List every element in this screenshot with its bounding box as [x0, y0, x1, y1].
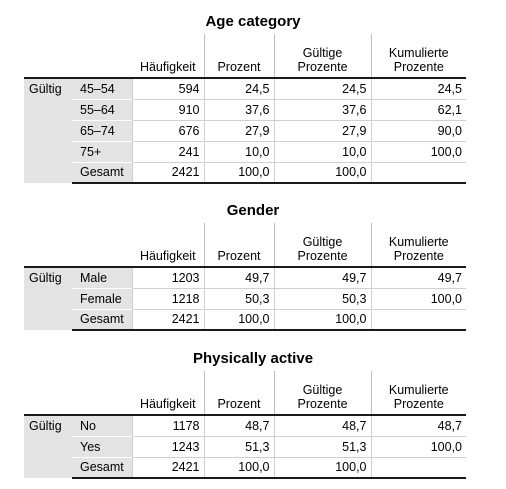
cell-frequency: 241 [131, 140, 204, 162]
cell-cumulative-percent: 100,0 [370, 287, 466, 309]
table-row: Gültig No 1178 48,7 48,7 48,7 [24, 414, 466, 478]
table-row: Yes 1243 51,3 51,3 100,0 [24, 435, 466, 457]
cell-cumulative-percent: 100,0 [370, 435, 466, 457]
table-row: Female 1218 50,3 50,3 100,0 [24, 287, 466, 309]
cell-cumulative-percent: 24,5 [370, 77, 466, 99]
cell-valid-percent: 100,0 [273, 456, 371, 479]
cell-percent: 51,3 [203, 435, 274, 457]
header-valid-percent: Gültige Prozente [273, 371, 371, 415]
cell-frequency: 2421 [131, 161, 204, 184]
row-label: Male [72, 266, 132, 288]
cell-valid-percent: 100,0 [273, 308, 371, 331]
table-row: 55–64 910 37,6 37,6 62,1 [24, 98, 466, 120]
cell-percent: 27,9 [203, 119, 274, 141]
row-label: Gesamt [72, 456, 132, 479]
frequency-table-age-category: Häufigkeit Prozent Gültige Prozente Kumul… [24, 34, 466, 184]
cell-valid-percent: 50,3 [273, 287, 371, 309]
row-label: 45–54 [72, 77, 132, 99]
cell-percent: 48,7 [203, 414, 274, 436]
table-row-total: Gesamt 2421 100,0 100,0 [24, 308, 466, 331]
header-cumulative-percent: Kumulierte Prozente [370, 223, 466, 267]
cell-cumulative-percent: 90,0 [370, 119, 466, 141]
cell-valid-percent: 10,0 [273, 140, 371, 162]
table-row-total: Gesamt 2421 100,0 100,0 [24, 456, 466, 479]
cell-percent: 24,5 [203, 77, 274, 99]
cell-valid-percent: 27,9 [273, 119, 371, 141]
header-cumulative-percent: Kumulierte Prozente [370, 371, 466, 415]
frequency-table-gender: Häufigkeit Prozent Gültige Prozente Kumul… [24, 223, 466, 331]
table-title-gender: Gender [226, 202, 280, 219]
row-label: 65–74 [72, 119, 132, 141]
cell-valid-percent: 37,6 [273, 98, 371, 120]
header-percent: Prozent [203, 34, 274, 78]
row-label: Yes [72, 435, 132, 457]
cell-percent: 100,0 [203, 308, 274, 331]
table-title-age-category: Age category [205, 13, 301, 30]
header-blank [24, 34, 132, 78]
table-row: Gültig 45–54 594 24,5 24,5 24,5 [24, 77, 466, 183]
cell-frequency: 910 [131, 98, 204, 120]
row-label: Female [72, 287, 132, 309]
table-row: 65–74 676 27,9 27,9 90,0 [24, 119, 466, 141]
table-row: 75+ 241 10,0 10,0 100,0 [24, 140, 466, 162]
cell-percent: 100,0 [203, 456, 274, 479]
cell-valid-percent: 51,3 [273, 435, 371, 457]
header-percent: Prozent [203, 223, 274, 267]
header-valid-percent: Gültige Prozente [273, 34, 371, 78]
row-label: Gesamt [72, 161, 132, 184]
cell-valid-percent: 49,7 [273, 266, 371, 288]
cell-percent: 50,3 [203, 287, 274, 309]
frequency-table-physically-active: Häufigkeit Prozent Gültige Prozente Kumul… [24, 371, 466, 479]
cell-cumulative-percent: 100,0 [370, 140, 466, 162]
cell-valid-percent: 100,0 [273, 161, 371, 184]
cell-valid-percent: 24,5 [273, 77, 371, 99]
cell-frequency: 1178 [131, 414, 204, 436]
row-group-label: Gültig [24, 77, 72, 183]
cell-cumulative-percent-empty [370, 456, 466, 479]
header-percent: Prozent [203, 371, 274, 415]
row-label: No [72, 414, 132, 436]
cell-frequency: 1203 [131, 266, 204, 288]
header-frequency: Häufigkeit [139, 397, 196, 411]
cell-frequency: 676 [131, 119, 204, 141]
cell-valid-percent: 48,7 [273, 414, 371, 436]
cell-percent: 100,0 [203, 161, 274, 184]
row-label: Gesamt [72, 308, 132, 331]
header-valid-percent: Gültige Prozente [273, 223, 371, 267]
cell-cumulative-percent: 62,1 [370, 98, 466, 120]
cell-frequency: 2421 [131, 308, 204, 331]
cell-frequency: 2421 [131, 456, 204, 479]
cell-percent: 37,6 [203, 98, 274, 120]
header-cumulative-percent: Kumulierte Prozente [370, 34, 466, 78]
header-blank [24, 371, 132, 415]
cell-cumulative-percent: 48,7 [370, 414, 466, 436]
cell-percent: 49,7 [203, 266, 274, 288]
row-group-label: Gültig [24, 266, 72, 330]
cell-cumulative-percent-empty [370, 308, 466, 331]
header-frequency: Häufigkeit [139, 60, 196, 74]
row-label: 75+ [72, 140, 132, 162]
header-blank [24, 223, 132, 267]
cell-cumulative-percent: 49,7 [370, 266, 466, 288]
cell-cumulative-percent-empty [370, 161, 466, 184]
cell-frequency: 1243 [131, 435, 204, 457]
cell-percent: 10,0 [203, 140, 274, 162]
cell-frequency: 594 [131, 77, 204, 99]
header-frequency: Häufigkeit [139, 249, 196, 263]
table-title-physically-active: Physically active [192, 350, 314, 367]
row-label: 55–64 [72, 98, 132, 120]
table-row-total: Gesamt 2421 100,0 100,0 [24, 161, 466, 184]
cell-frequency: 1218 [131, 287, 204, 309]
table-row: Gültig Male 1203 49,7 49,7 49,7 [24, 266, 466, 330]
row-group-label: Gültig [24, 414, 72, 478]
